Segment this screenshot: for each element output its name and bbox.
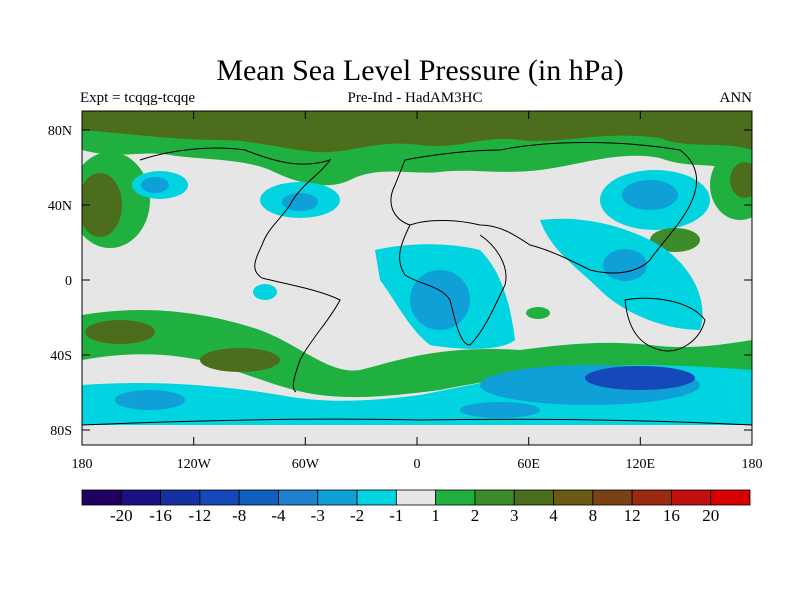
colorbar-label: -1 [389, 506, 403, 525]
colorbar-swatch [278, 489, 319, 506]
colorbar-swatch [160, 489, 201, 506]
colorbar-label: -8 [232, 506, 246, 525]
colorbar-swatch [592, 489, 633, 506]
colorbar-swatch [631, 489, 672, 506]
lon-label: 60W [292, 457, 320, 472]
lat-label: 0 [65, 274, 72, 289]
lon-label: 120W [177, 457, 212, 472]
colorbar-label: -2 [350, 506, 364, 525]
comparison-label: Pre-Ind - HadAM3HC [347, 90, 483, 106]
map-title: Mean Sea Level Pressure (in hPa) [216, 54, 624, 87]
colorbar-swatch [317, 489, 358, 506]
colorbar-swatch [81, 489, 122, 506]
lat-label: 40N [48, 199, 72, 214]
colorbar-swatch [120, 489, 161, 506]
colorbar-label: 3 [510, 506, 519, 525]
colorbar-swatch [513, 489, 554, 506]
longitude-axis: 180 120W 60W 0 60E 120E 180 [72, 111, 763, 472]
coastlines [82, 142, 752, 426]
colorbar-label: -4 [271, 506, 286, 525]
lon-label: 0 [414, 457, 421, 472]
lat-label: 40S [50, 349, 72, 364]
season-label: ANN [719, 90, 753, 106]
lon-label: 60E [517, 457, 540, 472]
colorbar-swatch [671, 489, 712, 506]
pressure-field [82, 111, 752, 445]
colorbar-swatch [238, 489, 279, 506]
lon-label: 180 [72, 457, 93, 472]
colorbar-label: -20 [110, 506, 133, 525]
colorbar-label: 1 [431, 506, 440, 525]
colorbar-label: 12 [624, 506, 641, 525]
latitude-axis: 80N 40N 0 40S 80S [48, 124, 752, 439]
colorbar-swatch [199, 489, 240, 506]
colorbar-swatch [553, 489, 594, 506]
colorbar-label: 4 [549, 506, 558, 525]
colorbar-swatch [395, 489, 437, 506]
colorbar-swatch [356, 489, 397, 506]
colorbar: -20 -16 -12 -8 -4 -3 -2 -1 1 2 3 4 8 12 16 20 [81, 489, 751, 525]
colorbar-label: 20 [702, 506, 719, 525]
lat-label: 80N [48, 124, 72, 139]
lon-label: 120E [626, 457, 656, 472]
colorbar-label: -3 [311, 506, 325, 525]
colorbar-label: -16 [149, 506, 172, 525]
colorbar-swatch [710, 489, 751, 506]
colorbar-swatch [474, 489, 515, 506]
colorbar-swatch [435, 489, 476, 506]
lon-label: 180 [742, 457, 763, 472]
colorbar-label: -12 [189, 506, 212, 525]
colorbar-label: 2 [471, 506, 480, 525]
colorbar-label: 16 [663, 506, 680, 525]
lat-label: 80S [50, 424, 72, 439]
experiment-label: Expt = tcqqg-tcqqe [80, 90, 196, 106]
colorbar-label: 8 [589, 506, 598, 525]
